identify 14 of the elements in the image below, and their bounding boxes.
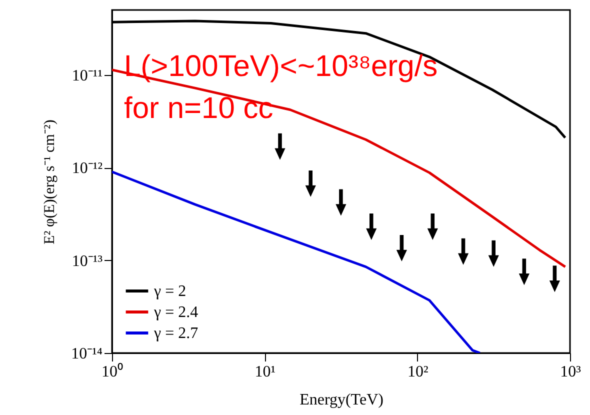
x-axis-title: Energy(TeV) (300, 392, 384, 408)
legend-label: γ = 2 (153, 283, 186, 300)
legend-label: γ = 2.4 (153, 304, 198, 321)
annotation: L(>100TeV)<~10³⁸erg/s (124, 50, 438, 83)
x-tick-label: 10² (407, 364, 428, 380)
y-tick-label: 10⁻¹² (72, 160, 103, 178)
x-tick-label: 10³ (560, 364, 582, 380)
x-tick-label: 10¹ (254, 364, 276, 380)
y-tick-label: 10⁻¹³ (72, 252, 103, 270)
legend-label: γ = 2.7 (153, 325, 198, 342)
y-tick-label: 10⁻¹¹ (72, 67, 103, 84)
x-tick-label: 10⁰ (102, 362, 124, 380)
y-tick-label: 10⁻¹⁴ (71, 346, 103, 362)
y-axis-title: E² φ(E)(erg s⁻¹ cm⁻²) (42, 120, 58, 244)
